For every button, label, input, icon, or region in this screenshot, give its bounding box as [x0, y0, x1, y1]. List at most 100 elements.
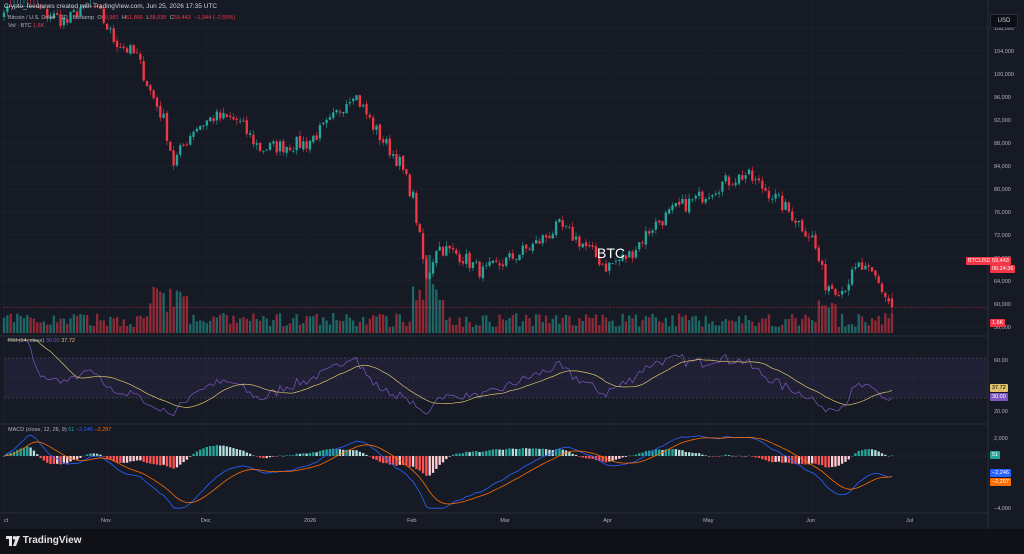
candle-body — [295, 136, 298, 151]
chart-area[interactable]: BTC 108,000 104,000 100,000 96,000 92,000 88,… — [0, 0, 1024, 529]
volume-bar — [19, 315, 22, 333]
candle-body — [511, 253, 515, 259]
candle-body — [258, 142, 262, 151]
candle-body — [425, 259, 428, 279]
macd-hist-bar — [312, 452, 315, 456]
volume-bar — [741, 323, 744, 333]
candle-body — [588, 245, 591, 247]
candle-body — [691, 199, 694, 201]
candle-body — [797, 221, 801, 223]
macd-hist-bar — [727, 455, 731, 456]
candle-body — [518, 254, 521, 260]
volume-bar — [877, 315, 880, 333]
volume-bar — [381, 314, 385, 333]
macd-hist-bar — [707, 455, 711, 457]
volume-bar — [268, 325, 272, 333]
macd-hist-bar — [761, 456, 764, 460]
volume-bar — [707, 323, 711, 333]
volume-bar — [199, 320, 202, 333]
macd-hist-bar — [827, 456, 830, 468]
volume-bar — [890, 314, 894, 333]
volume-bar — [491, 326, 495, 333]
volume-bar — [325, 320, 328, 333]
volume-bar — [581, 321, 584, 333]
macd-hist-bar — [66, 456, 69, 464]
tradingview-logo[interactable]: TradingView — [6, 535, 82, 546]
candle-body — [727, 176, 731, 186]
candle-body — [538, 240, 541, 244]
macd-hist-bar — [784, 456, 787, 463]
volume-bar — [66, 323, 69, 333]
volume-bar — [820, 305, 824, 333]
macd-hist-bar — [49, 456, 52, 464]
macd-hist-bar — [751, 456, 754, 457]
volume-bar — [594, 314, 598, 333]
candle-body — [199, 125, 202, 130]
candle-body — [658, 220, 661, 223]
volume-bar — [864, 322, 867, 333]
volume-bar — [521, 321, 524, 333]
candle-body — [372, 117, 375, 130]
candle-body — [182, 144, 185, 146]
candle-body — [641, 242, 644, 244]
candle-body — [554, 221, 558, 235]
candle-body — [757, 178, 761, 181]
candle-body — [355, 95, 358, 101]
macd-hist-bar — [268, 456, 272, 458]
volume-bar — [26, 314, 29, 333]
volume-bar — [465, 316, 468, 333]
macd-hist-bar — [76, 456, 79, 460]
currency-button[interactable]: USD — [990, 14, 1018, 28]
symbol-badge: BTCUSD — [966, 257, 993, 265]
volume-bar — [850, 324, 854, 333]
macd-hist-bar — [544, 449, 548, 456]
candle-body — [468, 252, 471, 269]
volume-bar — [388, 326, 391, 333]
macd-hist-bar — [511, 448, 515, 456]
tradingview-logo-icon — [6, 535, 20, 546]
volume-bar — [468, 321, 471, 333]
price-chart-svg[interactable]: BTC 108,000 104,000 100,000 96,000 92,000 88,… — [0, 0, 1024, 529]
volume-bar — [771, 326, 774, 333]
volume-bar — [248, 320, 252, 333]
candle-body — [651, 230, 654, 233]
macd-hist-bar — [42, 456, 46, 461]
volume-bar — [854, 326, 857, 333]
candle-body — [787, 202, 791, 212]
candle-body — [684, 198, 687, 212]
macd-hist-bar — [614, 456, 618, 460]
candle-body — [6, 6, 9, 13]
candle-body — [26, 6, 29, 7]
macd-hist-bar — [837, 456, 840, 466]
volume-bar — [2, 317, 6, 333]
candle-body — [152, 90, 155, 99]
macd-hist-bar — [764, 456, 767, 461]
macd-hist-bar — [292, 455, 295, 456]
candle-body — [844, 291, 847, 292]
volume-bar — [438, 299, 441, 333]
volume-bar — [515, 313, 518, 333]
grid — [0, 27, 988, 328]
macd-hist-bar — [252, 455, 255, 456]
macd-hist-bar — [228, 447, 232, 456]
candle-body — [435, 250, 438, 264]
macd-hist-bar — [598, 456, 601, 462]
volume-bar — [12, 322, 16, 333]
volume-bar — [498, 314, 501, 333]
candle-body — [205, 120, 209, 126]
macd-hist-bar — [381, 456, 385, 464]
volume-bar — [52, 315, 56, 333]
volume-bar — [541, 322, 544, 333]
candle-body — [46, 8, 49, 18]
price-tick-label: 100,000 — [994, 72, 1014, 78]
macd-hist-bar — [658, 449, 661, 456]
macd-hist-bar — [714, 456, 717, 457]
volume-bar — [352, 320, 355, 333]
volume-bar — [219, 314, 222, 333]
volume-bar — [155, 288, 159, 333]
candle-body — [159, 106, 162, 118]
macd-hist-bar — [308, 453, 312, 456]
candle-body — [298, 136, 302, 149]
volume-bar — [731, 320, 734, 333]
macd-hist-bar — [338, 449, 342, 456]
